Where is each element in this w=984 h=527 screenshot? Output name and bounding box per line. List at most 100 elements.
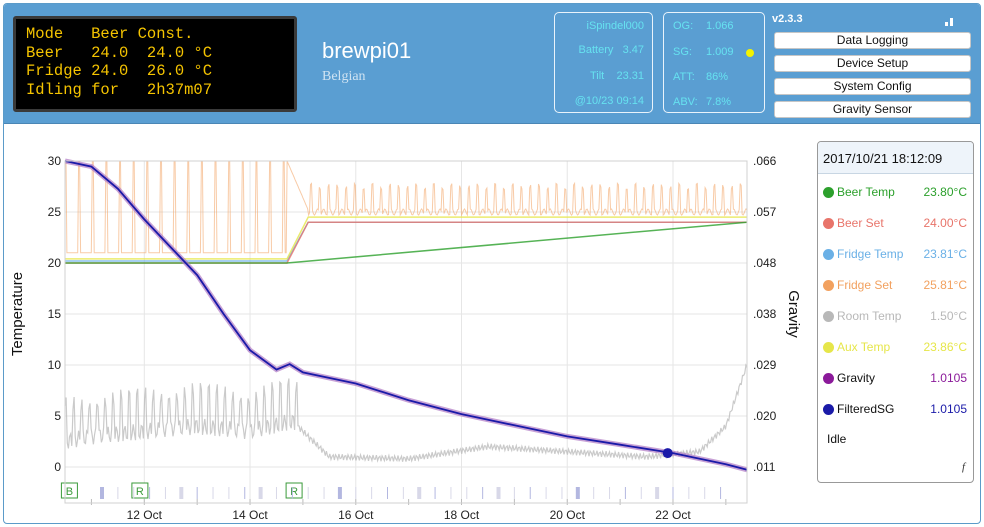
y2-tick-label: .048: [753, 256, 777, 270]
annotation-marker-label: R: [136, 486, 144, 498]
y2-tick-label: .029: [753, 358, 777, 372]
legend-item-value: 24.00°C: [923, 216, 968, 230]
annotation-marker-box: [131, 482, 149, 499]
filtered-sg-line: [64, 160, 748, 471]
room-temp-line: [64, 363, 748, 463]
x-tick-label: 16 Oct: [338, 508, 374, 522]
legend-item-value: 25.81°C: [923, 278, 968, 292]
legend-item-name: Beer Temp: [837, 185, 895, 199]
fridge-set-line: [65, 160, 748, 254]
y-tick-label: 30: [48, 154, 62, 168]
ispindel-battery-value: 3.47: [622, 44, 644, 56]
y-tick-label: 5: [54, 409, 61, 423]
legend-item-gravity[interactable]: Gravity 1.0105: [818, 370, 973, 390]
beer-temp-line: [65, 221, 748, 264]
lcd-line-3: Fridge 24.0 26.0 °C: [26, 62, 213, 80]
att-label: ATT:: [673, 71, 695, 83]
legend-item-value: 23.81°C: [923, 247, 968, 261]
legend-item-name: Gravity: [837, 371, 876, 385]
aux-temp-line: [65, 216, 747, 260]
legend-item-value: 1.50°C: [930, 309, 967, 323]
legend-item-fridge-temp[interactable]: Fridge Temp 23.81°C: [818, 246, 973, 266]
legend-item-name: Fridge Set: [837, 278, 893, 292]
lcd-line-2: Beer 24.0 24.0 °C: [26, 43, 213, 62]
y2-tick-label: .011: [753, 460, 776, 474]
y2-tick-label: .038: [753, 307, 777, 321]
ispindel-tilt: Tilt 23.31: [590, 70, 644, 82]
temperature-gravity-chart[interactable]: 0 .011 5 .020 10 .029 15 .038 20 .048 25 .057 30 .066…: [4, 125, 980, 524]
ispindel-battery-label: Battery: [578, 44, 614, 56]
legend-dot-icon: [823, 311, 834, 322]
legend-dot-icon: [823, 373, 834, 384]
ispindel-time: @10/23 09:14: [574, 95, 644, 107]
og-label: OG:: [673, 20, 694, 32]
legend-dot-icon: [823, 249, 834, 260]
lcd-line-1: Mode Beer Const.: [26, 25, 194, 43]
y-axis-label: Temperature: [9, 272, 26, 356]
legend-item-fridge-set[interactable]: Fridge Set 25.81°C: [818, 277, 973, 297]
legend-item-value: 1.0105: [930, 402, 967, 416]
brewpi-title: brewpi01: [322, 38, 412, 63]
sg-status-dot-icon: [746, 49, 754, 57]
sg-value: 1.009: [706, 46, 734, 58]
y-tick-label: 25: [48, 205, 62, 219]
lcd-line-4: Idling for 2h37m07: [26, 80, 213, 99]
legend-item-value: 1.0105: [930, 371, 967, 385]
y2-tick-label: .020: [753, 409, 777, 423]
data-logging-button[interactable]: Data Logging: [774, 32, 971, 49]
y-tick-label: 20: [48, 256, 62, 270]
abv-value: 7.8%: [706, 96, 732, 108]
legend-item-name: Beer Set: [837, 216, 884, 230]
legend-dot-icon: [823, 342, 834, 353]
sg-label: SG:: [673, 46, 692, 58]
lcd-display: Mode Beer Const. Beer 24.0 24.0 °C Fridg…: [13, 16, 297, 112]
y2-tick-label: .057: [753, 205, 777, 219]
legend-item-filteredsg[interactable]: FilteredSG 1.0105: [818, 401, 973, 421]
ispindel-tilt-label: Tilt: [589, 70, 605, 82]
plot-area-border: [64, 160, 748, 504]
x-tick-label: 20 Oct: [550, 508, 586, 522]
abv-label: ABV:: [673, 96, 698, 108]
legend-item-beer-set[interactable]: Beer Set 24.00°C: [818, 215, 973, 235]
version-label: v2.3.3: [772, 13, 803, 25]
legend-item-value: 23.86°C: [923, 340, 968, 354]
y-tick-label: 10: [48, 358, 62, 372]
chart-legend: 2017/10/21 18:12:09 Beer Temp 23.80°C Beer…: [817, 141, 974, 483]
ispindel-panel[interactable]: iSpindel000 Battery 3.47 Tilt 23.31 @10/…: [554, 12, 653, 113]
legend-dot-icon: [823, 187, 834, 198]
att-value: 86%: [706, 71, 729, 83]
x-tick-label: 12 Oct: [127, 508, 163, 522]
legend-item-room-temp[interactable]: Room Temp 1.50°C: [818, 308, 973, 328]
gravity-panel: OG: 1.066 SG: 1.009 ATT: 86% ABV: 7.8%: [663, 12, 765, 113]
ispindel-name: iSpindel000: [586, 20, 645, 32]
y2-axis-label: Gravity: [785, 290, 802, 338]
annotation-marker-label: R: [290, 486, 298, 498]
legend-item-aux-temp[interactable]: Aux Temp 23.86°C: [818, 339, 973, 359]
system-config-button[interactable]: System Config: [774, 78, 971, 95]
gravity-sensor-button[interactable]: Gravity Sensor: [774, 101, 971, 118]
beer-profile-name: Belgian: [322, 69, 366, 84]
annotation-marker-label: B: [66, 486, 73, 498]
legend-item-name: Fridge Temp: [837, 247, 904, 261]
legend-item-name: Aux Temp: [837, 340, 891, 354]
filtered-sg-highlight-point: [662, 448, 673, 459]
legend-timestamp: 2017/10/21 18:12:09: [818, 142, 973, 174]
legend-dot-icon: [823, 280, 834, 291]
x-tick-label: 22 Oct: [655, 508, 691, 522]
device-setup-button[interactable]: Device Setup: [774, 55, 971, 72]
og-value: 1.066: [706, 20, 734, 32]
legend-item-beer-temp[interactable]: Beer Temp 23.80°C: [818, 184, 973, 204]
legend-dot-icon: [823, 404, 834, 415]
ispindel-tilt-value: 23.31: [616, 70, 644, 82]
x-tick-label: 14 Oct: [232, 508, 268, 522]
y-tick-label: 15: [48, 307, 62, 321]
legend-dot-icon: [823, 218, 834, 229]
wifi-signal-icon: [945, 18, 955, 26]
y-tick-label: 0: [54, 460, 61, 474]
controller-state: Idle: [827, 432, 847, 446]
legend-item-name: Room Temp: [837, 309, 902, 323]
brewpi-window: Mode Beer Const. Beer 24.0 24.0 °C Fridg…: [3, 3, 981, 524]
x-tick-label: 18 Oct: [444, 508, 480, 522]
legend-f-mark: f: [961, 461, 965, 473]
annotation-marker-box: [285, 482, 303, 499]
